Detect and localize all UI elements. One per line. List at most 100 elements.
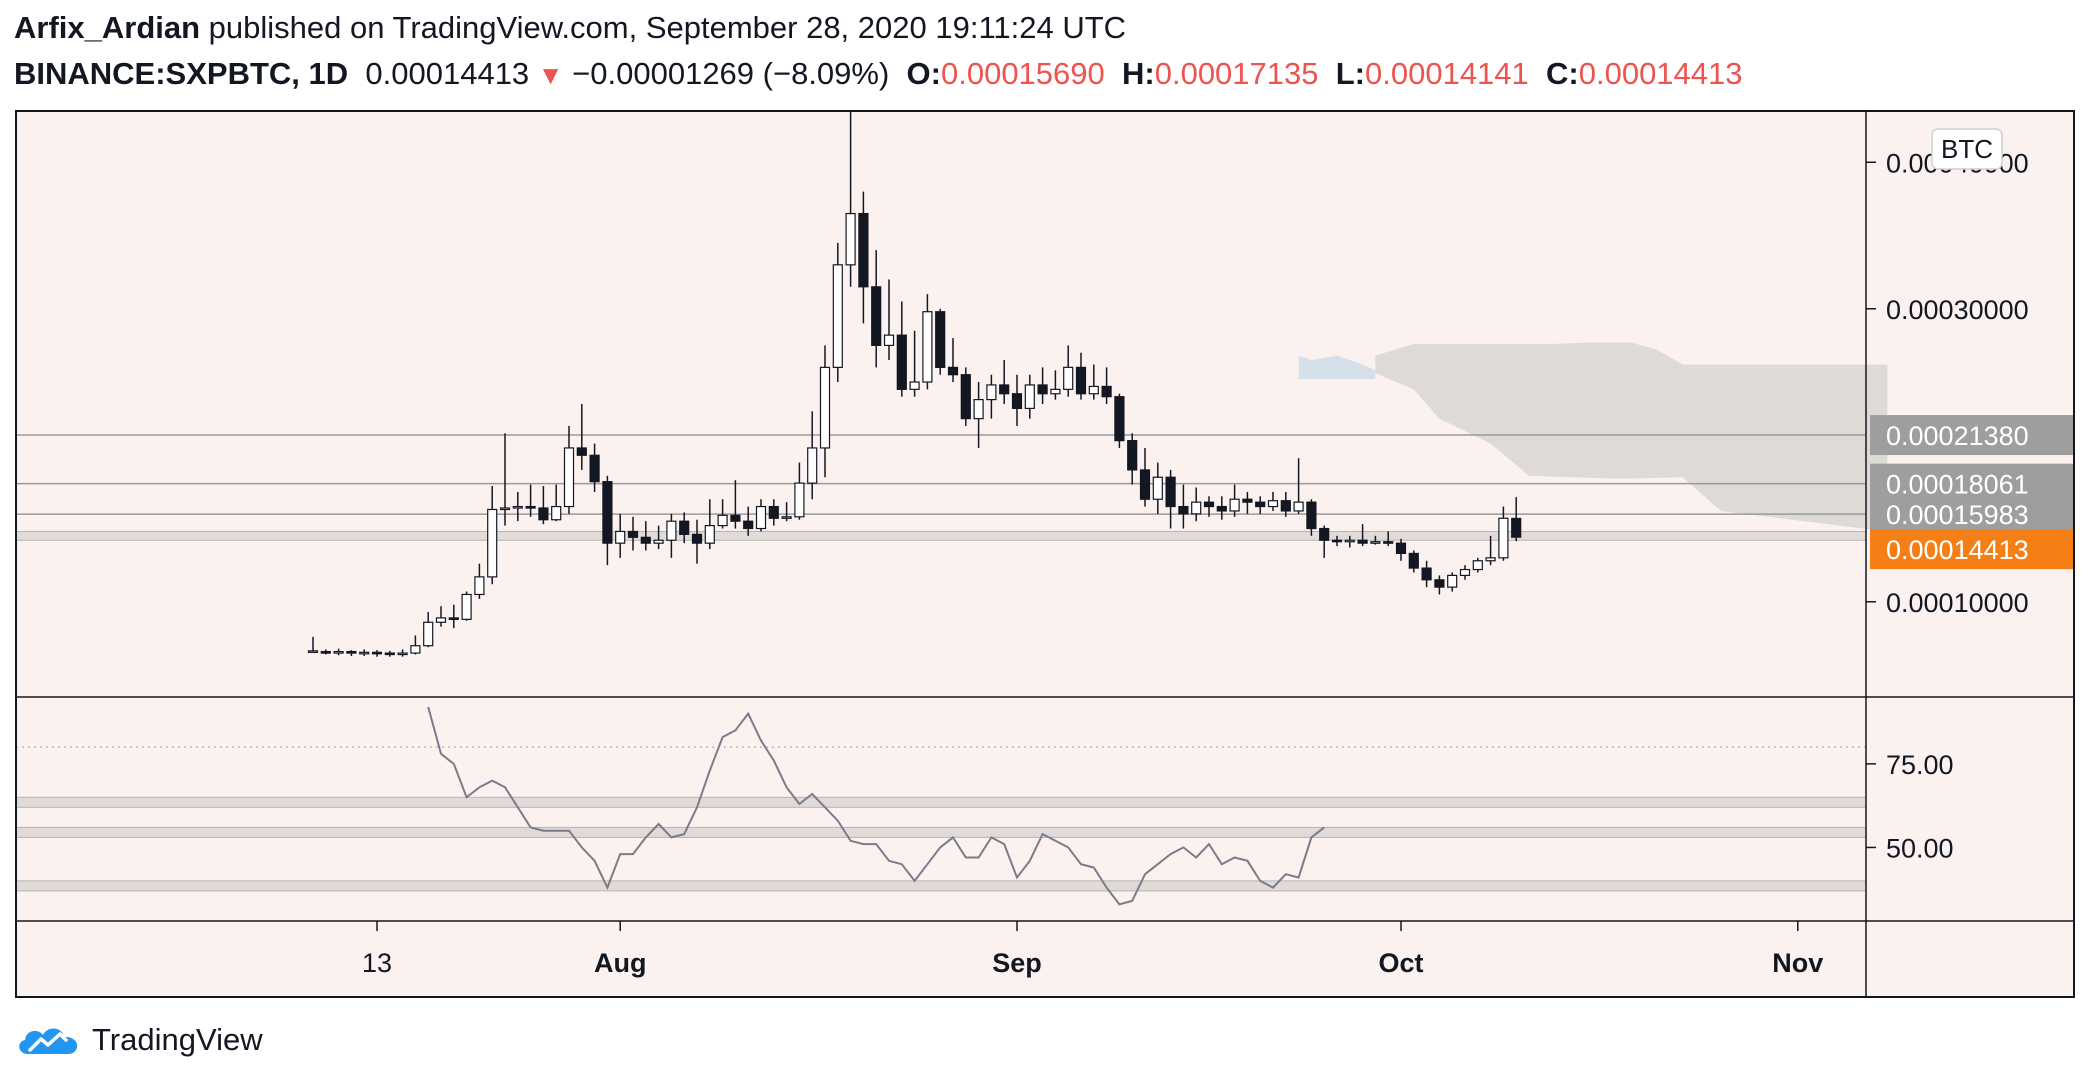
- candle-body[interactable]: [704, 524, 715, 544]
- candle-body[interactable]: [1511, 517, 1522, 538]
- candle-body[interactable]: [1216, 505, 1227, 512]
- candle-body[interactable]: [1050, 388, 1061, 395]
- candle-body[interactable]: [1127, 440, 1138, 471]
- candle-body[interactable]: [1101, 385, 1112, 398]
- candle-body[interactable]: [563, 447, 575, 508]
- candle-body[interactable]: [1242, 498, 1253, 503]
- candle-body[interactable]: [730, 514, 741, 522]
- candle-body[interactable]: [909, 381, 920, 390]
- candle-body[interactable]: [359, 651, 370, 655]
- candle-body[interactable]: [973, 399, 984, 420]
- candle-body[interactable]: [1024, 384, 1035, 409]
- candle-body[interactable]: [1229, 498, 1240, 512]
- candle-body[interactable]: [1037, 384, 1048, 395]
- candle-body[interactable]: [640, 536, 651, 544]
- candle-body[interactable]: [1191, 501, 1202, 515]
- candle-body[interactable]: [1319, 527, 1330, 541]
- candle-body[interactable]: [986, 384, 997, 401]
- candle-body[interactable]: [883, 334, 895, 346]
- candle-body[interactable]: [1114, 396, 1125, 442]
- candle-body[interactable]: [602, 481, 613, 544]
- candle-body[interactable]: [896, 334, 907, 390]
- tradingview-brand[interactable]: TradingView: [92, 1022, 263, 1057]
- candle-body[interactable]: [922, 311, 933, 383]
- candle-body[interactable]: [717, 514, 728, 527]
- candle-body[interactable]: [589, 454, 600, 483]
- candle-body[interactable]: [1088, 385, 1099, 395]
- candle-body[interactable]: [1165, 476, 1176, 508]
- candle-body[interactable]: [1498, 517, 1509, 559]
- candle-body[interactable]: [1139, 469, 1151, 500]
- candle-body[interactable]: [666, 520, 677, 541]
- candle-body[interactable]: [1331, 539, 1343, 543]
- candle-body[interactable]: [781, 516, 792, 519]
- candle-body[interactable]: [551, 505, 562, 521]
- candle-body[interactable]: [1152, 476, 1163, 500]
- candle-body[interactable]: [371, 651, 383, 655]
- author-name[interactable]: Arfix_Ardian: [14, 10, 201, 45]
- candle-body[interactable]: [1255, 501, 1266, 508]
- tradingview-logo-icon[interactable]: [14, 1020, 84, 1060]
- candle-body[interactable]: [525, 505, 536, 509]
- candle-body[interactable]: [1434, 579, 1445, 588]
- candle-body[interactable]: [807, 447, 818, 484]
- candle-body[interactable]: [947, 366, 959, 376]
- candle-body[interactable]: [1383, 541, 1394, 544]
- candle-body[interactable]: [755, 505, 767, 530]
- candle-body[interactable]: [858, 212, 869, 288]
- candle-body[interactable]: [743, 520, 754, 530]
- candle-body[interactable]: [448, 617, 459, 620]
- candle-body[interactable]: [627, 530, 639, 538]
- candle-body[interactable]: [845, 212, 856, 266]
- candle-body[interactable]: [461, 593, 472, 620]
- candle-body[interactable]: [768, 505, 779, 519]
- candle-body[interactable]: [474, 576, 485, 596]
- candle-body[interactable]: [346, 650, 357, 654]
- candle-body[interactable]: [1370, 541, 1381, 544]
- candle-body[interactable]: [615, 530, 626, 544]
- candle-body[interactable]: [1293, 501, 1304, 512]
- candle-body[interactable]: [1280, 500, 1291, 512]
- price-pane[interactable]: [15, 111, 1888, 657]
- candle-body[interactable]: [384, 652, 395, 656]
- candle-body[interactable]: [1203, 501, 1215, 508]
- candle-body[interactable]: [1063, 366, 1074, 390]
- candle-body[interactable]: [819, 366, 831, 449]
- candle-body[interactable]: [679, 520, 690, 535]
- candle-body[interactable]: [538, 507, 549, 521]
- candle-body[interactable]: [999, 384, 1010, 395]
- currency-badge[interactable]: BTC: [1931, 128, 2003, 170]
- candle-body[interactable]: [333, 650, 344, 654]
- candle-body[interactable]: [1075, 366, 1087, 395]
- candle-body[interactable]: [794, 482, 805, 518]
- symbol-label[interactable]: BINANCE:SXPBTC, 1D: [14, 56, 349, 91]
- candle-body[interactable]: [1178, 505, 1189, 515]
- candle-body[interactable]: [832, 264, 843, 368]
- candle-body[interactable]: [691, 533, 703, 544]
- candle-body[interactable]: [487, 508, 498, 578]
- candle-body[interactable]: [320, 650, 331, 654]
- candle-body[interactable]: [871, 286, 882, 346]
- candle-body[interactable]: [397, 652, 408, 656]
- candle-body[interactable]: [410, 645, 421, 654]
- candle-body[interactable]: [423, 621, 434, 647]
- candle-body[interactable]: [499, 507, 511, 511]
- candle-body[interactable]: [935, 311, 946, 368]
- candle-body[interactable]: [1395, 542, 1407, 555]
- candle-body[interactable]: [1344, 539, 1355, 543]
- candle-body[interactable]: [435, 617, 447, 623]
- candle-body[interactable]: [1408, 552, 1419, 569]
- candle-body[interactable]: [653, 539, 664, 544]
- candle-body[interactable]: [1267, 500, 1279, 508]
- candle-body[interactable]: [1485, 557, 1496, 562]
- candle-body[interactable]: [512, 505, 523, 509]
- candle-body[interactable]: [576, 447, 587, 456]
- candle-body[interactable]: [307, 650, 319, 653]
- candle-body[interactable]: [1472, 560, 1483, 571]
- rsi-line[interactable]: [427, 706, 1325, 906]
- candle-body[interactable]: [1421, 567, 1432, 581]
- candle-body[interactable]: [1306, 501, 1317, 530]
- candle-body[interactable]: [1357, 539, 1368, 544]
- candle-body[interactable]: [960, 374, 971, 420]
